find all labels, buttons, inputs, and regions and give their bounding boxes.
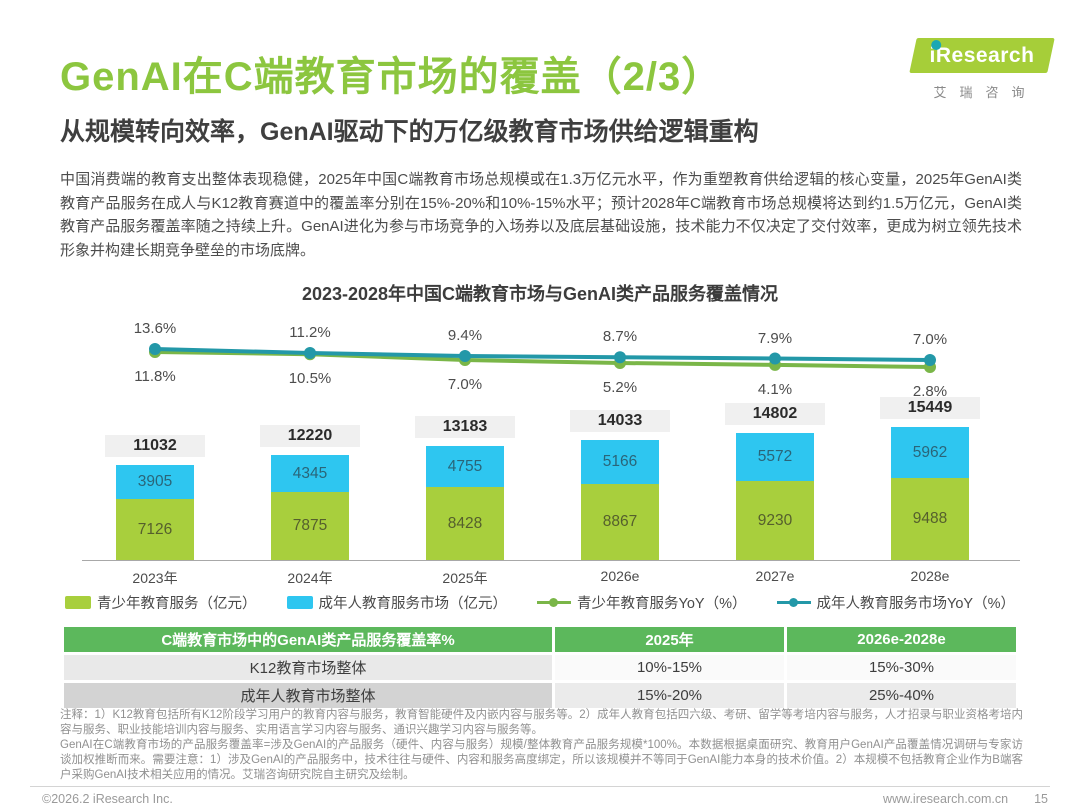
footnotes: 注释：1）K12教育包括所有K12阶段学习用户的教育内容与服务，教育智能硬件及内… <box>60 708 1023 783</box>
iresearch-logo: iResearch 艾瑞咨询 <box>905 38 1055 101</box>
intro-paragraph: 中国消费端的教育支出整体表现稳健，2025年中国C端教育市场总规模或在1.3万亿… <box>60 171 1022 259</box>
footer-divider <box>30 786 1050 787</box>
chart-canvas: 7126 3905 11032 2023年 7875 4345 12220 2024年 8428… <box>60 312 1020 586</box>
yoy-value-label: 13.6% <box>133 320 177 338</box>
yoy-point <box>924 354 936 366</box>
legend-label: 青少年教育服务YoY（%） <box>577 596 747 612</box>
table-cell: 15%-20% <box>555 683 784 708</box>
bar-segment-adult: 3905 <box>116 465 194 499</box>
bar-segment-teen: 9488 <box>891 478 969 560</box>
table-cell: K12教育市场整体 <box>64 655 552 680</box>
bar-segment-adult: 4755 <box>426 446 504 487</box>
yoy-value-label: 7.9% <box>757 329 793 347</box>
legend-bar-swatch-icon <box>65 596 92 609</box>
bar-total-label: 15449 <box>880 397 980 419</box>
yoy-value-label: 2.8% <box>912 383 948 401</box>
yoy-point <box>149 343 161 355</box>
page-title: GenAI在C端教育市场的覆盖（2/3） <box>60 55 723 99</box>
x-axis-label: 2023年 <box>132 570 178 586</box>
bar-segment-adult: 5166 <box>581 440 659 484</box>
coverage-table: C端教育市场中的GenAI类产品服务覆盖率% 2025年 2026e-2028e… <box>64 627 1018 708</box>
legend-item: 成年人教育服务市场YoY（%） <box>776 592 1015 613</box>
bar-total-label: 11032 <box>105 435 205 457</box>
table-cell: 15%-30% <box>787 655 1016 680</box>
yoy-line <box>154 347 931 362</box>
yoy-lines-svg <box>149 343 936 373</box>
legend-bar-swatch-icon <box>286 596 313 609</box>
table-header-cell: C端教育市场中的GenAI类产品服务覆盖率% <box>64 627 552 652</box>
page-number: 15 <box>1034 792 1048 806</box>
bar-total-label: 14033 <box>570 410 670 432</box>
legend-item: 成年人教育服务市场（亿元） <box>286 592 508 613</box>
x-axis-label: 2028e <box>910 568 950 584</box>
logo-badge: iResearch <box>909 38 1055 73</box>
bar-segment-teen: 7875 <box>271 492 349 560</box>
legend-line-dot <box>788 598 798 607</box>
yoy-value-label: 11.8% <box>134 368 176 386</box>
logo-i-dot-icon <box>931 40 942 50</box>
page-subtitle: 从规模转向效率，GenAI驱动下的万亿级教育市场供给逻辑重构 <box>60 118 759 146</box>
legend-label: 成年人教育服务市场YoY（%） <box>816 596 1015 612</box>
website-link[interactable]: www.iresearch.com.cn <box>883 792 1009 806</box>
bar-segment-teen: 7126 <box>116 499 194 560</box>
legend-line-swatch-icon <box>537 596 572 609</box>
table-header-cell: 2025年 <box>555 627 784 652</box>
yoy-point <box>304 347 316 359</box>
bar-total-label: 12220 <box>260 425 360 447</box>
copyright-text: ©2026.2 iResearch Inc. <box>42 792 173 806</box>
x-axis-line <box>82 560 1020 561</box>
yoy-value-label: 9.4% <box>447 327 483 345</box>
x-axis-label: 2025年 <box>442 570 488 586</box>
legend-item: 青少年教育服务YoY（%） <box>537 592 747 613</box>
legend-label: 成年人教育服务市场（亿元） <box>318 596 508 612</box>
footnote-line: 注释：1）K12教育包括所有K12阶段学习用户的教育内容与服务，教育智能硬件及内… <box>60 709 1023 736</box>
yoy-point <box>769 352 781 365</box>
logo-brand-chinese: 艾瑞咨询 <box>933 85 1038 100</box>
yoy-value-label: 10.5% <box>288 370 332 388</box>
bar-segment-adult: 5572 <box>736 433 814 481</box>
bar-segment-teen: 8867 <box>581 484 659 560</box>
yoy-value-label: 11.2% <box>289 324 331 342</box>
bar-segment-adult: 4345 <box>271 455 349 492</box>
bar-segment-teen: 8428 <box>426 487 504 560</box>
yoy-value-label: 7.0% <box>447 376 483 394</box>
bar-total-label: 13183 <box>415 416 515 438</box>
x-axis-label: 2027e <box>755 568 795 584</box>
bar-segment-adult: 5962 <box>891 427 969 478</box>
table-cell: 成年人教育市场整体 <box>64 683 552 708</box>
bar-segment-teen: 9230 <box>736 481 814 560</box>
yoy-point <box>614 351 626 364</box>
footnote-line: GenAI在C端教育市场的产品服务覆盖率=涉及GenAI的产品服务（硬件、内容与… <box>60 739 1023 781</box>
x-axis-label: 2024年 <box>287 570 333 586</box>
yoy-point <box>459 350 471 362</box>
table-cell: 10%-15% <box>555 655 784 680</box>
x-axis-label: 2026e <box>600 568 640 584</box>
yoy-value-label: 4.1% <box>757 380 793 398</box>
yoy-value-label: 7.0% <box>912 331 948 349</box>
chart-legend: 青少年教育服务（亿元） 成年人教育服务市场（亿元） 青少年教育服务YoY（%） 成年人… <box>60 592 1020 613</box>
yoy-value-label: 8.7% <box>602 328 638 346</box>
table-header-cell: 2026e-2028e <box>787 627 1016 652</box>
chart-title: 2023-2028年中国C端教育市场与GenAI类产品服务覆盖情况 <box>301 284 779 304</box>
footer-right: www.iresearch.com.cn 15 <box>883 792 1048 806</box>
bar-total-label: 14802 <box>725 403 825 425</box>
table-cell: 25%-40% <box>787 683 1016 708</box>
legend-label: 青少年教育服务（亿元） <box>97 596 257 612</box>
legend-line-swatch-icon <box>776 596 811 609</box>
yoy-value-label: 5.2% <box>602 379 638 397</box>
legend-line-dot <box>549 598 559 607</box>
legend-item: 青少年教育服务（亿元） <box>65 592 257 613</box>
